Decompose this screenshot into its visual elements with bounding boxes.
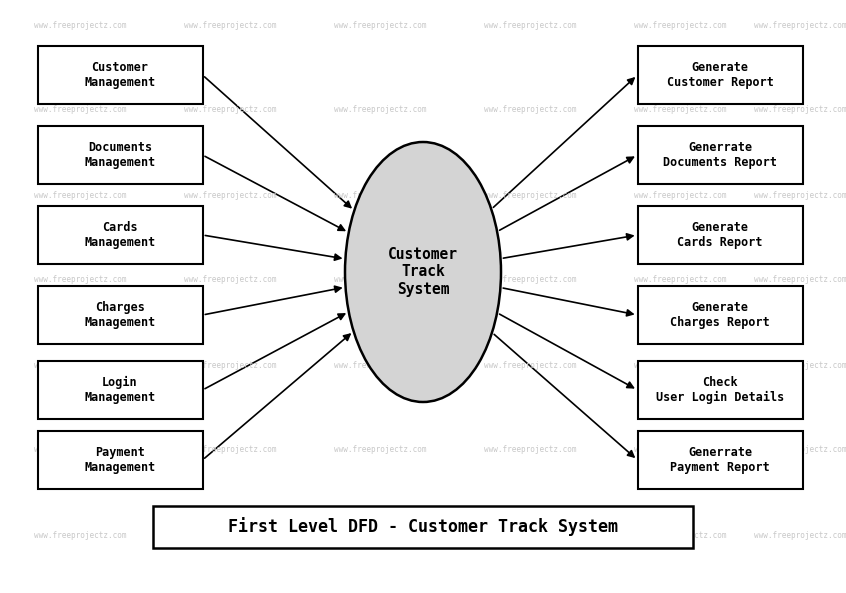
- FancyBboxPatch shape: [638, 361, 803, 419]
- Text: Generate
Customer Report: Generate Customer Report: [667, 61, 773, 89]
- Text: www.freeprojectz.com: www.freeprojectz.com: [334, 276, 426, 285]
- Text: www.freeprojectz.com: www.freeprojectz.com: [754, 190, 846, 199]
- Text: www.freeprojectz.com: www.freeprojectz.com: [184, 106, 277, 114]
- FancyBboxPatch shape: [37, 361, 202, 419]
- Text: Login
Management: Login Management: [85, 376, 156, 404]
- Text: www.freeprojectz.com: www.freeprojectz.com: [634, 190, 726, 199]
- Text: www.freeprojectz.com: www.freeprojectz.com: [334, 21, 426, 30]
- Text: www.freeprojectz.com: www.freeprojectz.com: [34, 531, 126, 540]
- FancyBboxPatch shape: [638, 206, 803, 264]
- Text: www.freeprojectz.com: www.freeprojectz.com: [634, 276, 726, 285]
- Text: www.freeprojectz.com: www.freeprojectz.com: [634, 531, 726, 540]
- Text: www.freeprojectz.com: www.freeprojectz.com: [34, 361, 126, 369]
- Text: www.freeprojectz.com: www.freeprojectz.com: [184, 21, 277, 30]
- Text: www.freeprojectz.com: www.freeprojectz.com: [34, 106, 126, 114]
- Text: Charges
Management: Charges Management: [85, 301, 156, 329]
- Text: www.freeprojectz.com: www.freeprojectz.com: [334, 106, 426, 114]
- Text: www.freeprojectz.com: www.freeprojectz.com: [754, 361, 846, 369]
- Text: Customer
Management: Customer Management: [85, 61, 156, 89]
- Text: www.freeprojectz.com: www.freeprojectz.com: [34, 276, 126, 285]
- Text: www.freeprojectz.com: www.freeprojectz.com: [484, 445, 576, 454]
- Text: www.freeprojectz.com: www.freeprojectz.com: [184, 361, 277, 369]
- Text: www.freeprojectz.com: www.freeprojectz.com: [34, 445, 126, 454]
- FancyBboxPatch shape: [37, 206, 202, 264]
- Text: www.freeprojectz.com: www.freeprojectz.com: [754, 531, 846, 540]
- Text: Generrate
Documents Report: Generrate Documents Report: [663, 141, 777, 169]
- Text: Customer
Track
System: Customer Track System: [388, 247, 458, 297]
- Text: www.freeprojectz.com: www.freeprojectz.com: [184, 276, 277, 285]
- Text: www.freeprojectz.com: www.freeprojectz.com: [484, 531, 576, 540]
- Text: First Level DFD - Customer Track System: First Level DFD - Customer Track System: [228, 518, 618, 537]
- FancyBboxPatch shape: [153, 506, 693, 548]
- Text: www.freeprojectz.com: www.freeprojectz.com: [634, 445, 726, 454]
- Text: Check
User Login Details: Check User Login Details: [656, 376, 784, 404]
- Text: Generate
Cards Report: Generate Cards Report: [678, 221, 763, 249]
- Text: www.freeprojectz.com: www.freeprojectz.com: [484, 106, 576, 114]
- Text: Generrate
Payment Report: Generrate Payment Report: [670, 446, 770, 474]
- Text: www.freeprojectz.com: www.freeprojectz.com: [334, 531, 426, 540]
- Text: www.freeprojectz.com: www.freeprojectz.com: [634, 21, 726, 30]
- Text: www.freeprojectz.com: www.freeprojectz.com: [34, 190, 126, 199]
- Text: www.freeprojectz.com: www.freeprojectz.com: [484, 190, 576, 199]
- Text: Generate
Charges Report: Generate Charges Report: [670, 301, 770, 329]
- Text: www.freeprojectz.com: www.freeprojectz.com: [634, 361, 726, 369]
- FancyBboxPatch shape: [37, 431, 202, 489]
- FancyBboxPatch shape: [638, 126, 803, 184]
- Text: www.freeprojectz.com: www.freeprojectz.com: [484, 361, 576, 369]
- Text: Payment
Management: Payment Management: [85, 446, 156, 474]
- Ellipse shape: [345, 142, 501, 402]
- FancyBboxPatch shape: [638, 286, 803, 344]
- FancyBboxPatch shape: [37, 126, 202, 184]
- Text: www.freeprojectz.com: www.freeprojectz.com: [754, 276, 846, 285]
- Text: www.freeprojectz.com: www.freeprojectz.com: [334, 445, 426, 454]
- FancyBboxPatch shape: [638, 46, 803, 104]
- Text: www.freeprojectz.com: www.freeprojectz.com: [184, 531, 277, 540]
- Text: www.freeprojectz.com: www.freeprojectz.com: [484, 21, 576, 30]
- Text: www.freeprojectz.com: www.freeprojectz.com: [634, 106, 726, 114]
- Text: www.freeprojectz.com: www.freeprojectz.com: [754, 21, 846, 30]
- Text: www.freeprojectz.com: www.freeprojectz.com: [334, 190, 426, 199]
- Text: www.freeprojectz.com: www.freeprojectz.com: [754, 445, 846, 454]
- Text: www.freeprojectz.com: www.freeprojectz.com: [334, 361, 426, 369]
- FancyBboxPatch shape: [638, 431, 803, 489]
- Text: Cards
Management: Cards Management: [85, 221, 156, 249]
- FancyBboxPatch shape: [37, 46, 202, 104]
- Text: www.freeprojectz.com: www.freeprojectz.com: [184, 190, 277, 199]
- FancyBboxPatch shape: [37, 286, 202, 344]
- Text: www.freeprojectz.com: www.freeprojectz.com: [34, 21, 126, 30]
- Text: www.freeprojectz.com: www.freeprojectz.com: [484, 276, 576, 285]
- Text: www.freeprojectz.com: www.freeprojectz.com: [754, 106, 846, 114]
- Text: www.freeprojectz.com: www.freeprojectz.com: [184, 445, 277, 454]
- Text: Documents
Management: Documents Management: [85, 141, 156, 169]
